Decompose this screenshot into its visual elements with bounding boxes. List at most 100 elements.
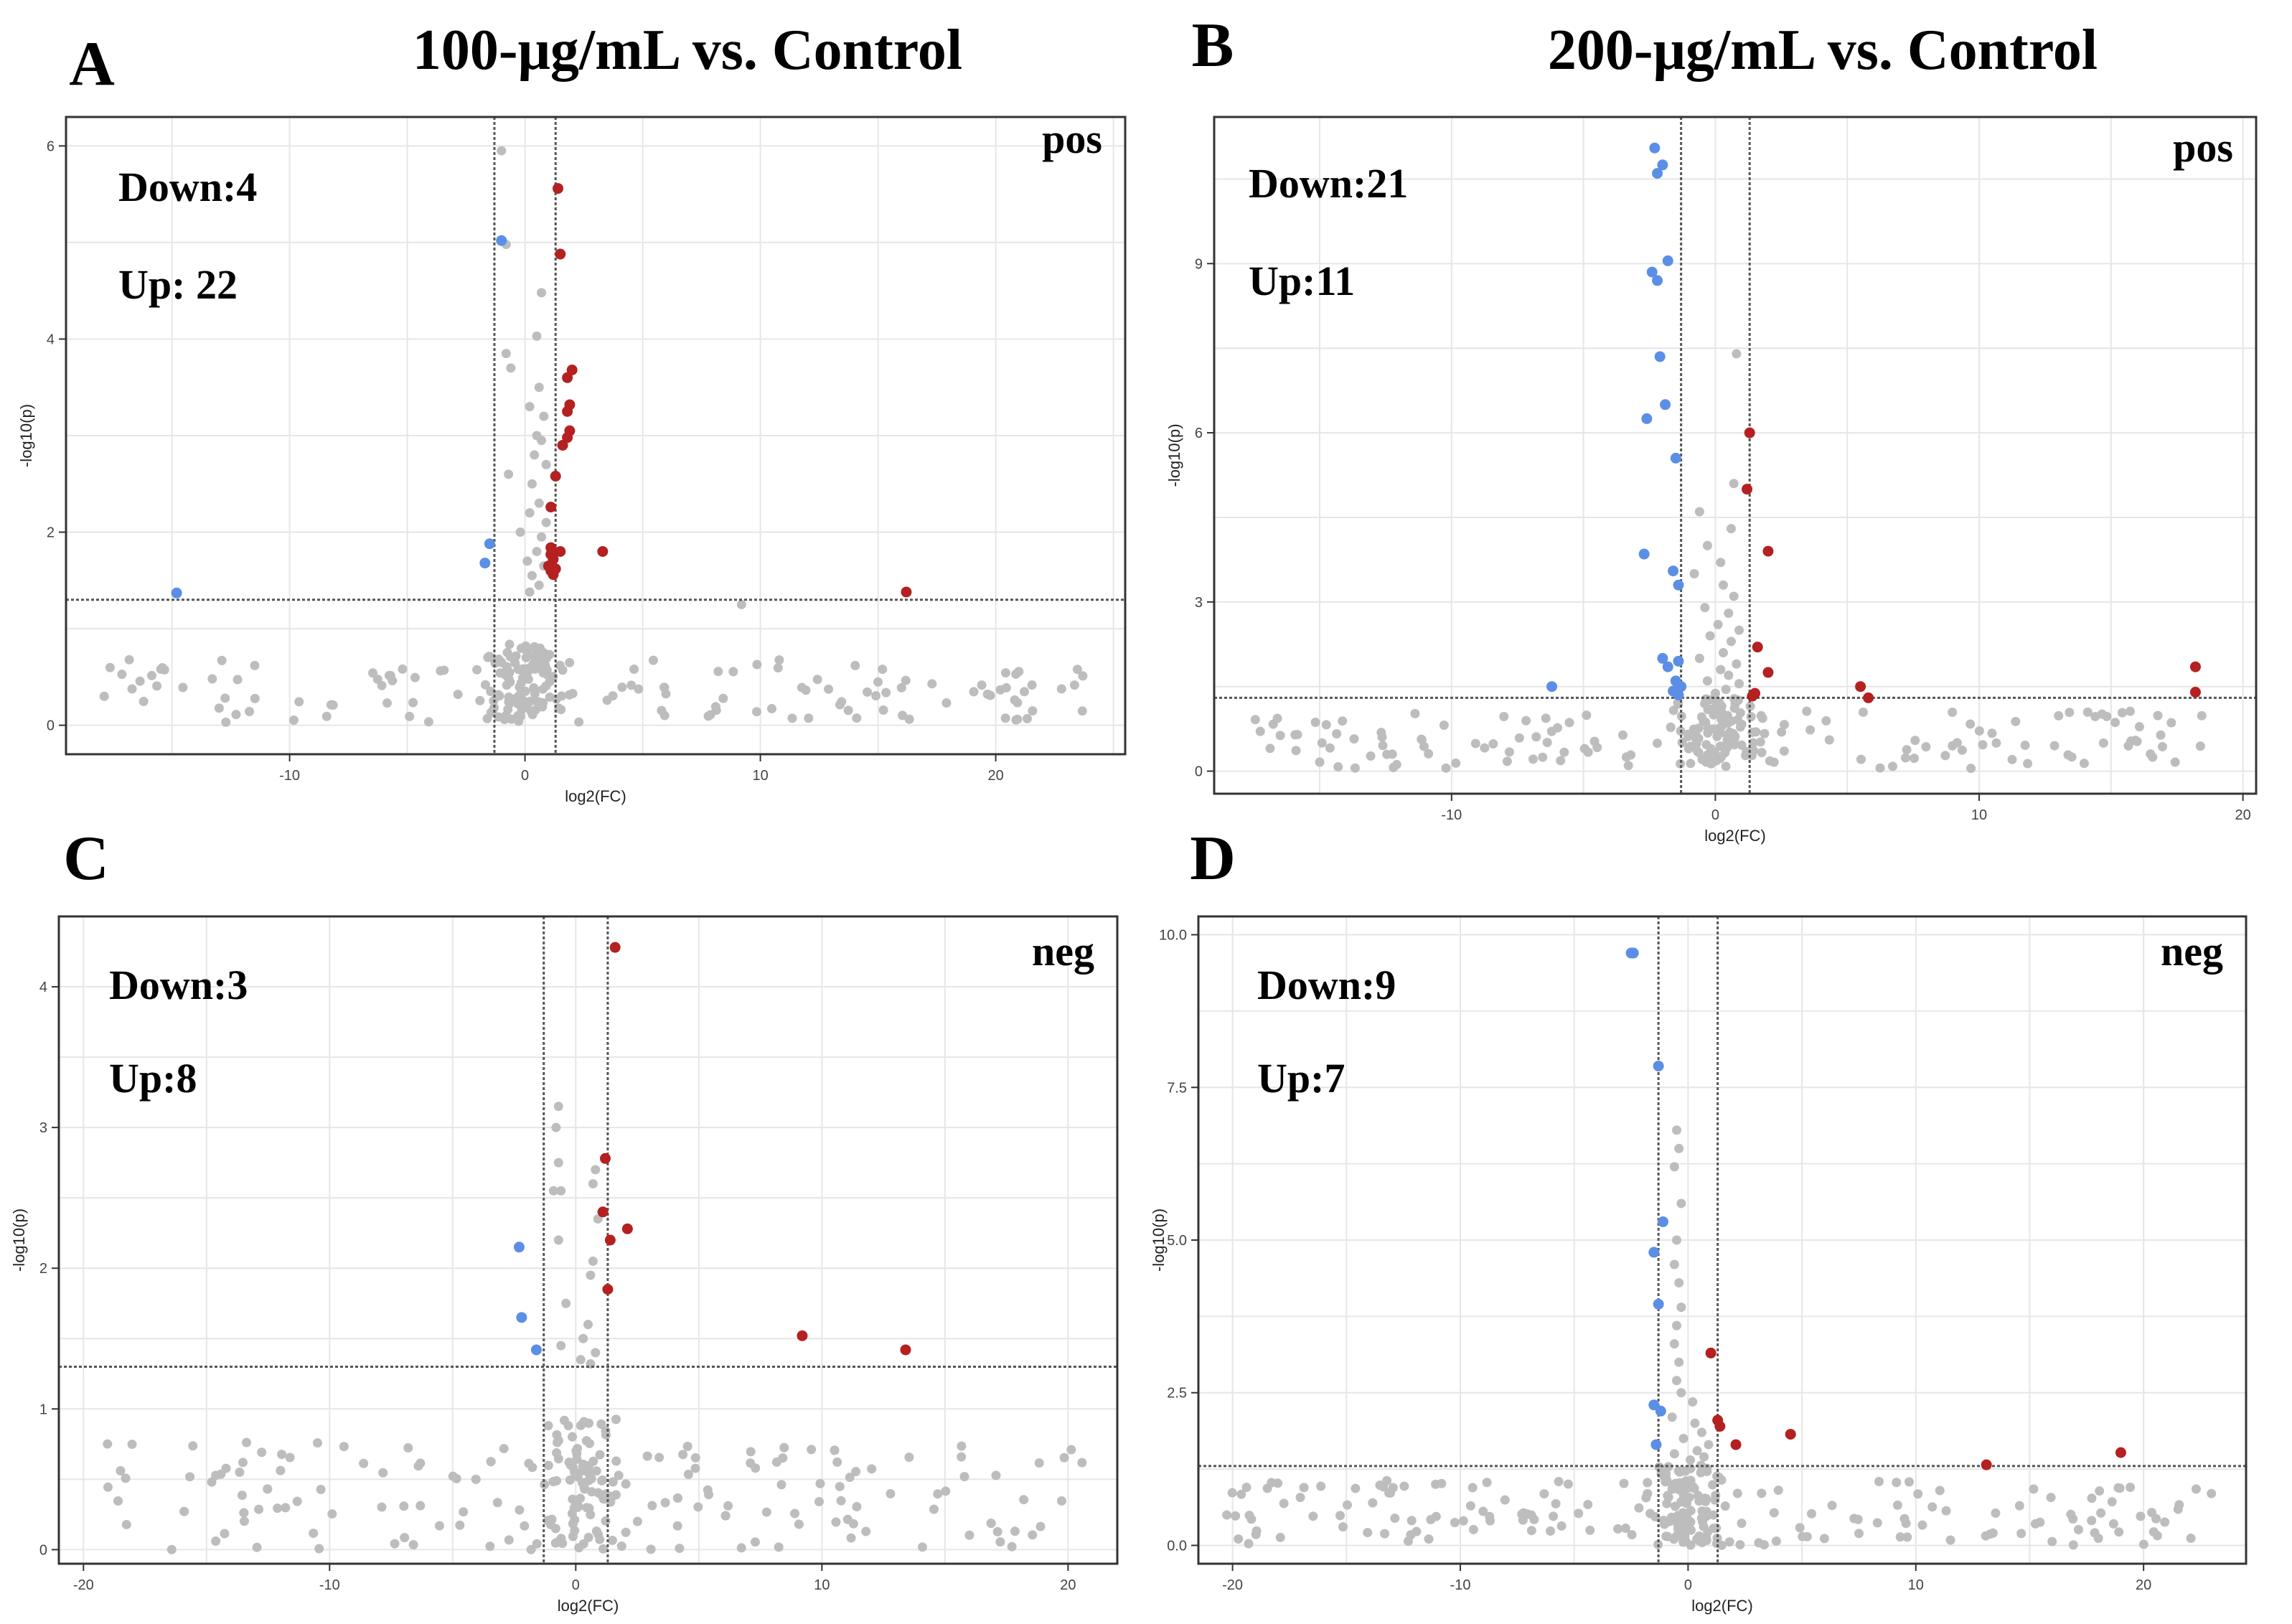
ns-point bbox=[1991, 1508, 2001, 1519]
ns-point bbox=[1056, 1496, 1066, 1506]
ns-point bbox=[553, 1158, 563, 1168]
ns-point bbox=[583, 1532, 593, 1542]
ns-point bbox=[1488, 739, 1498, 749]
up-point bbox=[604, 1234, 616, 1246]
ns-point bbox=[1701, 694, 1711, 704]
ns-point bbox=[117, 670, 127, 680]
up-point bbox=[1747, 690, 1758, 702]
ns-point bbox=[532, 546, 542, 556]
ns-point bbox=[1658, 1516, 1668, 1526]
ns-point bbox=[723, 1501, 733, 1511]
up-count-label: Up:7 bbox=[1257, 1055, 1345, 1102]
ns-point bbox=[568, 1494, 578, 1504]
up-point bbox=[2189, 661, 2201, 672]
ns-point bbox=[2090, 712, 2100, 722]
y-tick-label: 4 bbox=[39, 980, 47, 995]
ns-point bbox=[127, 684, 137, 694]
ns-point bbox=[1470, 738, 1480, 748]
ns-point bbox=[1856, 754, 1866, 764]
ns-point bbox=[601, 1430, 611, 1440]
ns-point bbox=[616, 1541, 626, 1552]
ns-point bbox=[1667, 1412, 1677, 1422]
ns-point bbox=[1363, 1528, 1373, 1538]
x-tick-label: 10 bbox=[1971, 807, 1987, 823]
ns-point bbox=[1676, 1198, 1686, 1208]
ns-point bbox=[683, 1469, 693, 1479]
ns-point bbox=[1279, 1498, 1289, 1508]
ns-point bbox=[502, 670, 512, 680]
ns-point bbox=[292, 1496, 302, 1506]
ns-point bbox=[1712, 1533, 1722, 1543]
down-point bbox=[530, 1344, 542, 1356]
ns-point bbox=[1732, 349, 1742, 359]
ns-point bbox=[1872, 1518, 1882, 1528]
ns-point bbox=[239, 1516, 249, 1526]
ns-point bbox=[121, 1473, 131, 1483]
ns-point bbox=[534, 581, 544, 591]
down-count-label: Down:4 bbox=[118, 164, 257, 210]
ns-point bbox=[1723, 718, 1733, 728]
ns-point bbox=[621, 1479, 631, 1489]
ns-point bbox=[514, 665, 524, 675]
ns-point bbox=[276, 1465, 286, 1475]
ns-point bbox=[586, 1270, 596, 1280]
ns-point bbox=[492, 1498, 502, 1508]
ns-point bbox=[1275, 731, 1285, 741]
ns-point bbox=[572, 1454, 582, 1464]
ns-point bbox=[564, 1458, 574, 1468]
ns-point bbox=[220, 693, 230, 703]
ns-point bbox=[573, 1472, 583, 1482]
down-point bbox=[513, 1242, 525, 1253]
ns-point bbox=[1308, 1511, 1318, 1521]
ns-point bbox=[1805, 725, 1816, 735]
ns-point bbox=[527, 1463, 537, 1473]
ns-point bbox=[534, 498, 544, 508]
ns-point bbox=[390, 1539, 400, 1549]
ns-point bbox=[543, 1421, 553, 1431]
ns-point bbox=[1020, 687, 1030, 697]
down-point bbox=[1648, 1247, 1660, 1258]
y-tick-label: 3 bbox=[1195, 595, 1203, 611]
x-tick-label: 20 bbox=[987, 768, 1003, 784]
ns-point bbox=[576, 1420, 586, 1430]
y-tick-label: 10.0 bbox=[1159, 928, 1187, 944]
ns-point bbox=[1585, 1525, 1595, 1535]
ns-point bbox=[309, 1529, 319, 1539]
plot-frame bbox=[1213, 116, 2258, 795]
ns-point bbox=[1321, 720, 1331, 730]
ns-point bbox=[606, 1491, 616, 1501]
ns-point bbox=[647, 1501, 657, 1511]
ns-point bbox=[273, 1503, 283, 1513]
y-tick-label: 6 bbox=[1195, 426, 1203, 441]
ns-point bbox=[873, 677, 883, 687]
ns-point bbox=[499, 1444, 509, 1454]
down-point bbox=[1646, 266, 1658, 278]
ns-point bbox=[2073, 1524, 2083, 1534]
ns-point bbox=[583, 1320, 593, 1330]
ns-point bbox=[399, 1501, 409, 1511]
ns-point bbox=[250, 660, 260, 670]
ns-point bbox=[1291, 746, 1301, 756]
ns-point bbox=[2046, 1493, 2056, 1503]
ns-point bbox=[2035, 1517, 2045, 1527]
x-tick-label: 0 bbox=[1684, 1577, 1692, 1593]
ns-point bbox=[1909, 754, 1919, 764]
ns-point bbox=[1692, 1446, 1702, 1456]
ns-point bbox=[502, 680, 512, 690]
ns-points bbox=[103, 1102, 1087, 1554]
ns-point bbox=[632, 1516, 642, 1526]
ns-point bbox=[804, 713, 814, 723]
x-tick-label: -20 bbox=[1222, 1577, 1243, 1593]
x-tick-label: 20 bbox=[2235, 807, 2250, 823]
ns-point bbox=[1241, 1483, 1251, 1493]
ns-point bbox=[1028, 1530, 1038, 1540]
ns-point bbox=[553, 1102, 563, 1112]
ns-point bbox=[1623, 761, 1633, 771]
ns-point bbox=[1757, 748, 1767, 758]
ns-point bbox=[1901, 1519, 1911, 1529]
ns-point bbox=[1902, 1532, 1912, 1542]
ns-point bbox=[1807, 1508, 1817, 1519]
down-point bbox=[1652, 168, 1663, 179]
ns-point bbox=[339, 1442, 349, 1452]
ns-point bbox=[815, 1478, 825, 1488]
